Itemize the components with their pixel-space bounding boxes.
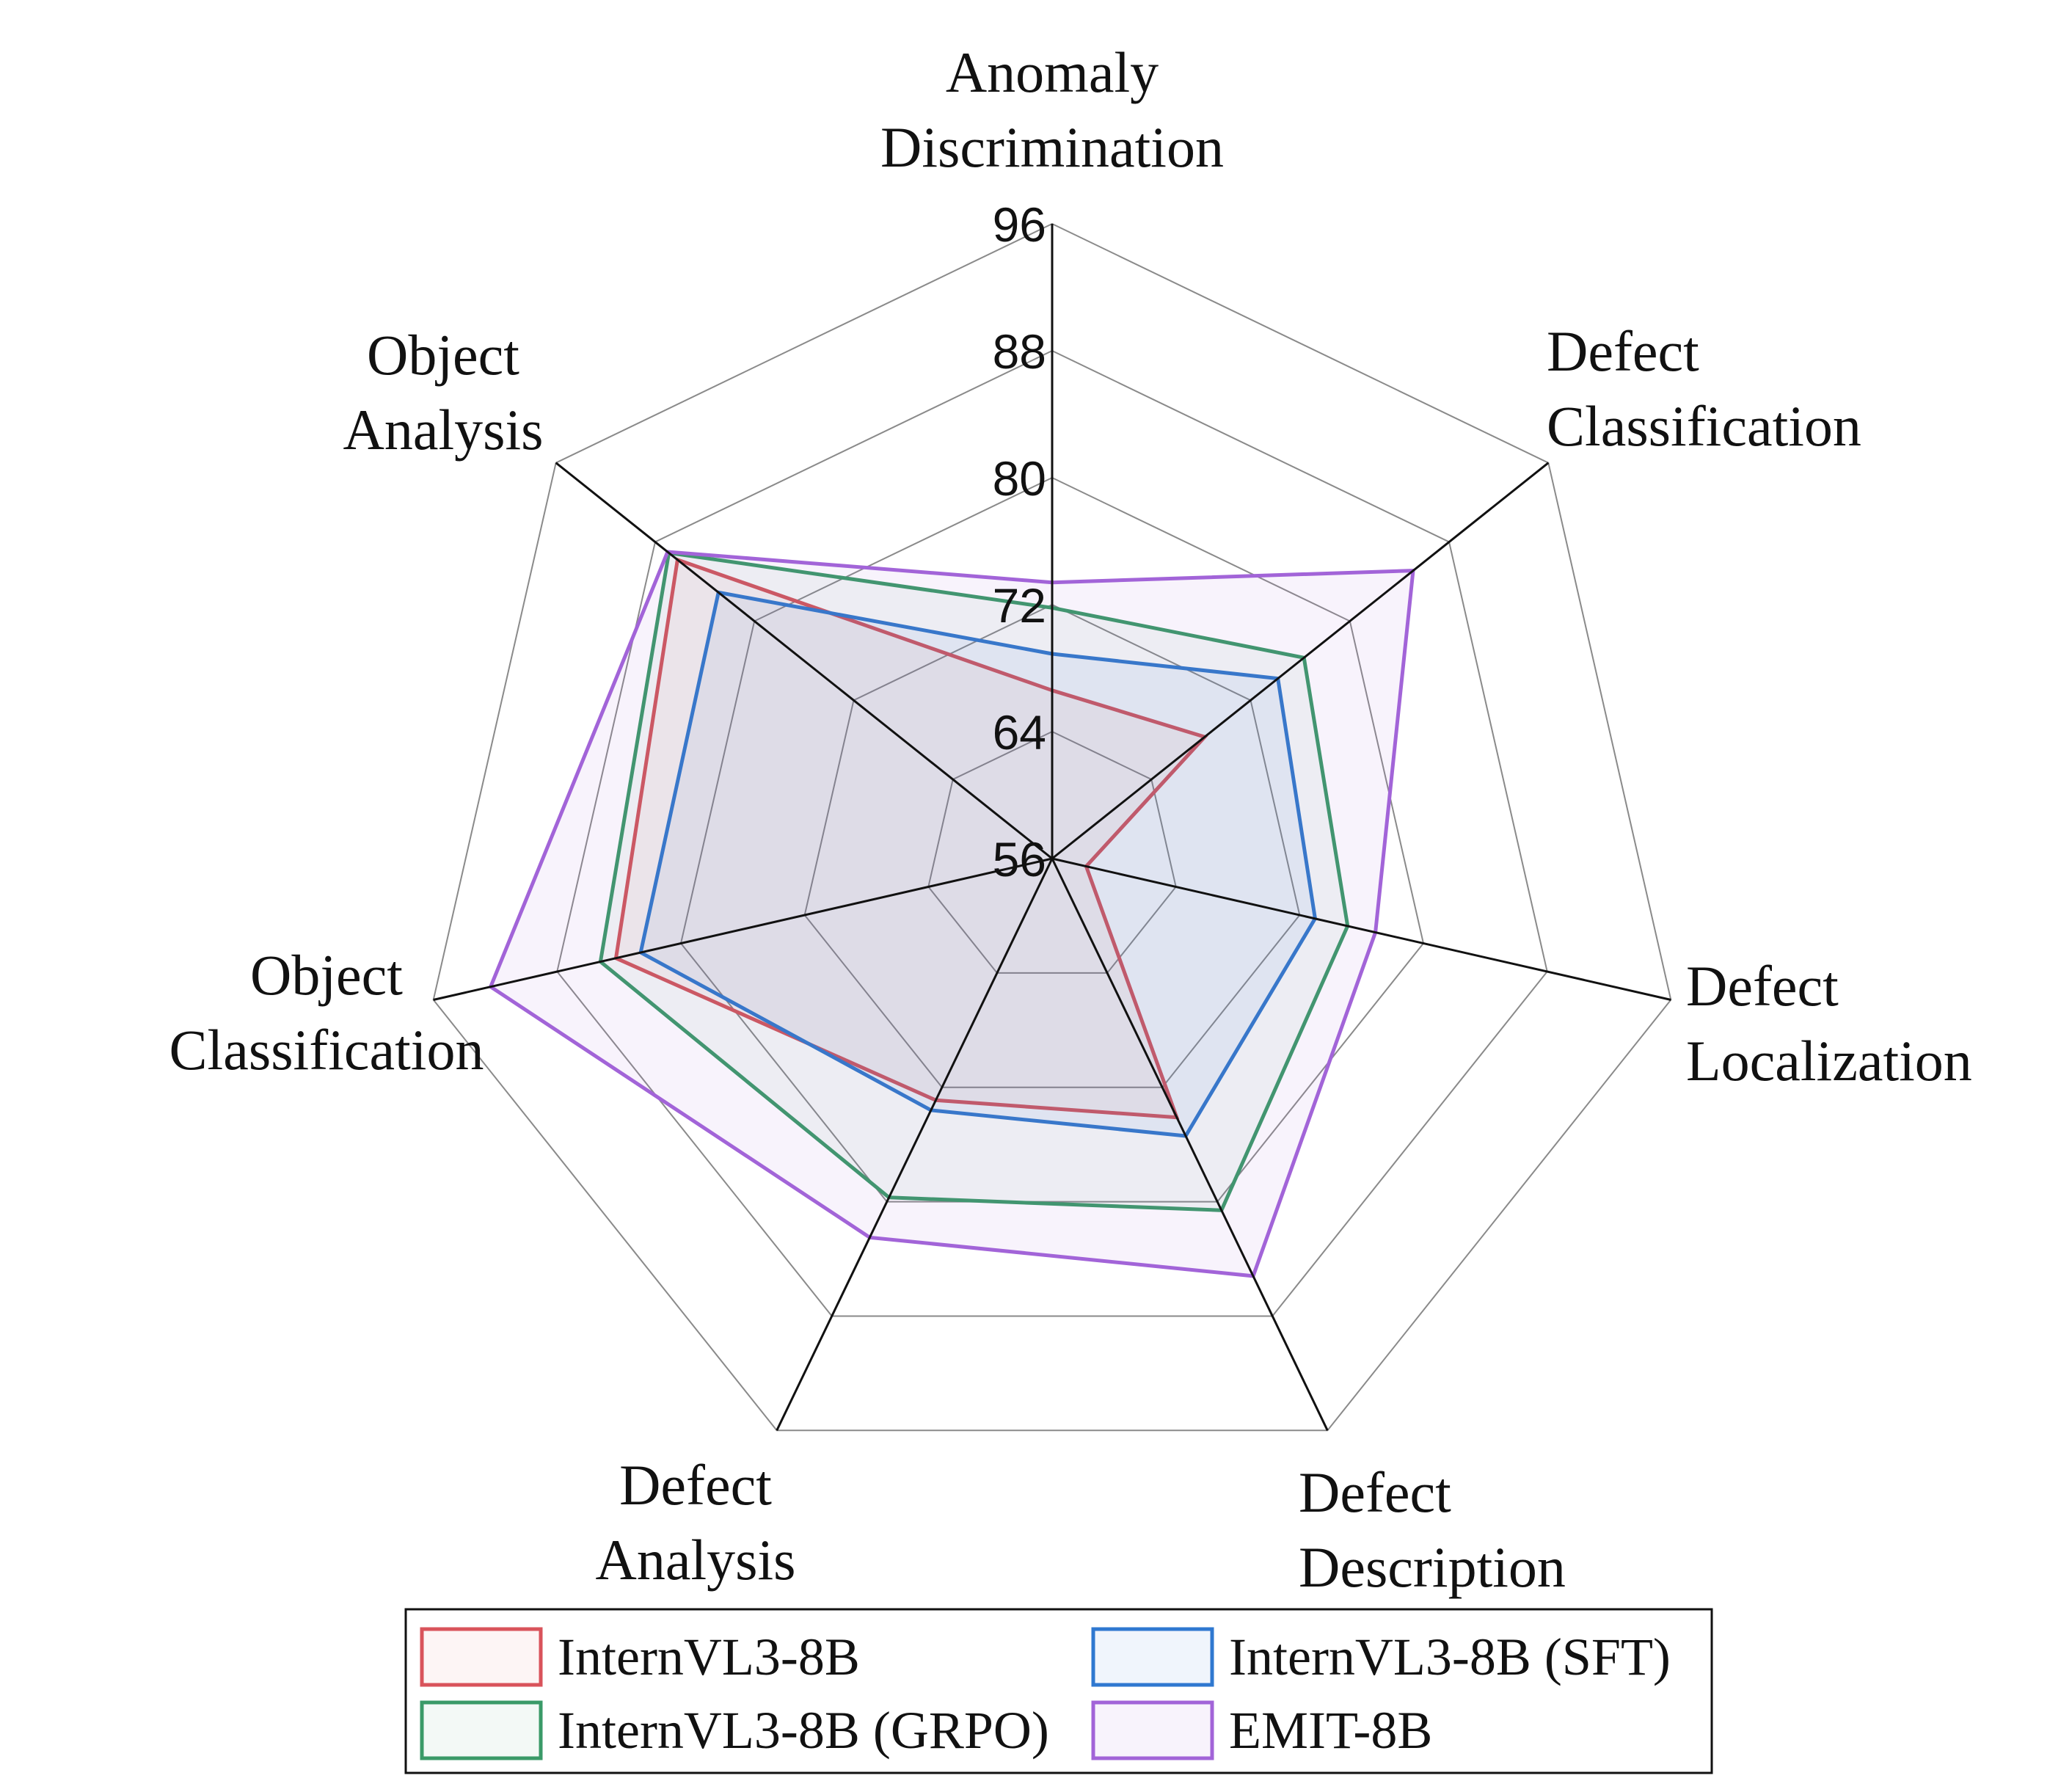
axis-label-line: Localization [1686, 1029, 1972, 1093]
legend-label: InternVL3-8B (GRPO) [558, 1701, 1049, 1760]
legend-swatch [1091, 1627, 1214, 1687]
radar-grid [432, 222, 1672, 1432]
radar-axis-labels: Anomaly Discrimination Defect Classificatio… [169, 40, 1972, 1599]
axis-line-6 [555, 462, 1053, 860]
axis-line-2 [1051, 857, 1671, 1001]
axis-line-4 [776, 858, 1054, 1431]
axis-line-5 [433, 857, 1053, 1001]
legend: InternVL3-8B InternVL3-8B (SFT) InternVL3-… [404, 1608, 1713, 1774]
axis-label-line: Object [250, 943, 403, 1007]
axis-label-3: Defect Description [1299, 1460, 1566, 1599]
series-internvl3-8b [613, 557, 1208, 1120]
grid-ring-80 [679, 476, 1425, 1203]
axis-label-line: Defect [1547, 319, 1699, 383]
radar-series [488, 550, 1415, 1278]
legend-box [404, 1608, 1713, 1774]
axis-label-line: Anomaly [946, 40, 1159, 104]
series-internvl3-8b-sft [638, 590, 1318, 1138]
legend-label: EMIT-8B [1229, 1701, 1432, 1760]
radar-tick-labels: 56 64 72 80 88 96 [993, 197, 1046, 886]
legend-label: InternVL3-8B (SFT) [1229, 1628, 1671, 1686]
axis-label-6: Object Analysis [343, 323, 544, 462]
legend-swatch [420, 1700, 543, 1760]
axis-label-line: Defect [1686, 954, 1839, 1018]
axis-label-line: Defect [619, 1453, 772, 1517]
tick-label-64: 64 [993, 705, 1046, 760]
grid-ring-96 [432, 222, 1672, 1432]
axis-label-2: Defect Localization [1686, 954, 1972, 1093]
tick-label-72: 72 [993, 578, 1046, 633]
axis-label-line: Description [1299, 1535, 1566, 1599]
legend-label: InternVL3-8B [558, 1628, 860, 1686]
axis-label-line: Analysis [343, 398, 544, 462]
grid-ring-72 [803, 603, 1301, 1088]
legend-swatch [420, 1627, 543, 1687]
axis-label-1: Defect Classification [1547, 319, 1861, 458]
series-emit-8b [488, 550, 1415, 1278]
axis-label-line: Defect [1299, 1460, 1451, 1524]
axis-label-line: Object [367, 323, 519, 387]
axis-label-line: Analysis [596, 1528, 796, 1592]
axis-label-0: Anomaly Discrimination [880, 40, 1224, 179]
axis-label-line: Discrimination [880, 115, 1224, 179]
tick-label-88: 88 [993, 324, 1046, 379]
tick-label-96: 96 [993, 197, 1046, 252]
axis-line-3 [1051, 858, 1329, 1431]
grid-ring-64 [927, 730, 1177, 974]
axis-label-line: Classification [1547, 394, 1861, 458]
axis-label-5: Object Classification [169, 943, 484, 1082]
tick-label-56: 56 [993, 832, 1046, 886]
series-internvl3-8b-grpo [598, 550, 1350, 1212]
axis-label-4: Defect Analysis [596, 1453, 796, 1592]
legend-swatch [1091, 1700, 1214, 1760]
grid-ring-88 [556, 349, 1548, 1317]
tick-label-80: 80 [993, 451, 1046, 506]
axis-label-line: Classification [169, 1018, 484, 1082]
radar-axes [433, 224, 1671, 1431]
axis-line-1 [1051, 462, 1550, 860]
